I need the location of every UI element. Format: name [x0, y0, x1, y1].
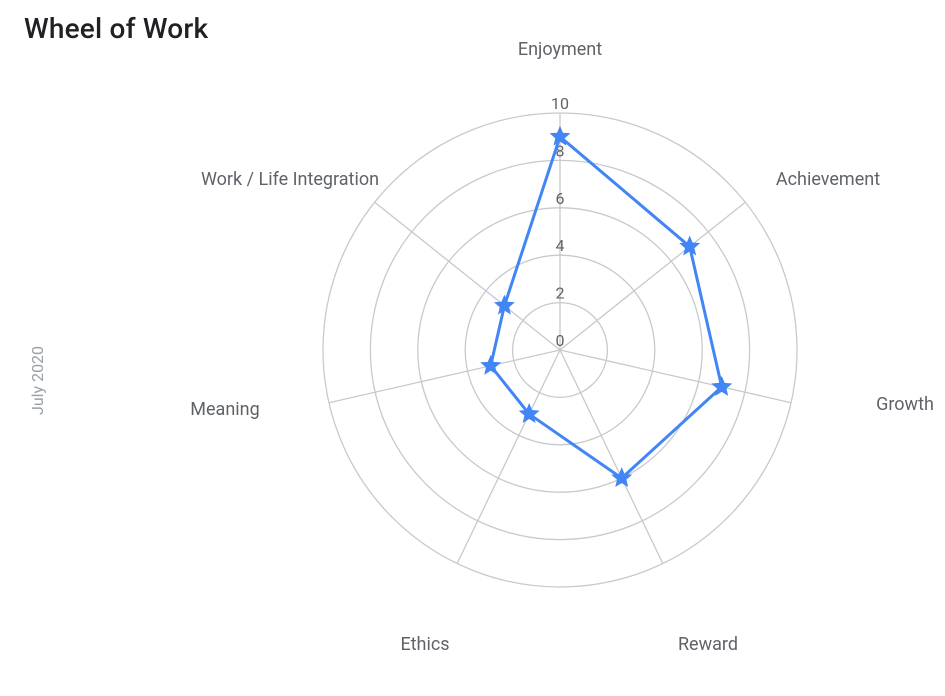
axis-label: Growth: [876, 394, 934, 415]
ring-label: 4: [556, 236, 565, 255]
grid-spoke: [560, 350, 663, 564]
axis-label: Reward: [678, 634, 738, 655]
axis-label: Ethics: [400, 634, 449, 655]
ring-label: 6: [556, 189, 565, 208]
radar-chart-container: Wheel of Work July 2020 0246810Enjoyment…: [0, 0, 945, 696]
grid-spoke: [457, 350, 560, 564]
axis-label: Achievement: [776, 169, 880, 190]
axis-label: Enjoyment: [518, 39, 602, 60]
radar-chart-svg: 0246810EnjoymentAchievementGrowthRewardE…: [0, 0, 945, 696]
ring-label: 10: [551, 94, 569, 113]
series-line: [491, 137, 722, 478]
axis-label: Meaning: [190, 399, 259, 420]
ring-label: 0: [556, 331, 565, 350]
axis-label: Work / Life Integration: [201, 169, 379, 190]
grid-spoke: [329, 350, 560, 403]
grid-spoke: [560, 350, 791, 403]
series-marker-star: [480, 355, 501, 375]
ring-label: 2: [556, 284, 565, 303]
